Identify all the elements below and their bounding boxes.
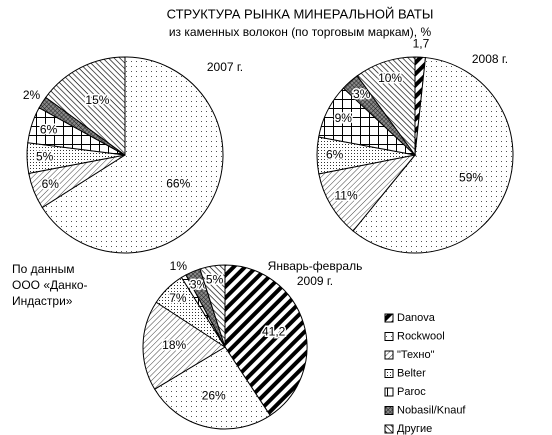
legend-swatch [384, 369, 394, 378]
pie-slice [352, 57, 514, 254]
data-label: 66% [166, 176, 190, 190]
data-label: 10% [378, 71, 402, 85]
data-label: 5% [36, 150, 54, 164]
data-label: 18% [162, 338, 186, 352]
data-label: 6% [326, 148, 344, 162]
data-label: 6% [40, 122, 58, 136]
pie-title: 2009 г. [297, 274, 333, 288]
pie-title: 2008 г. [472, 52, 508, 66]
chart-subtitle: из каменных волокон (по торговым маркам)… [169, 25, 432, 39]
legend-label: Nobasil/Knauf [397, 404, 466, 416]
legend-swatch [384, 406, 394, 415]
pie-title: Январь-февраль [268, 259, 363, 273]
legend-label: Paroc [397, 386, 426, 398]
pie-slice [153, 346, 271, 430]
data-label: 9% [335, 111, 353, 125]
data-label: 1,7 [413, 37, 430, 51]
pie-slice [142, 301, 226, 390]
legend-label: "Техно" [397, 349, 435, 361]
legend-label: Rockwool [397, 330, 445, 342]
source-note: По данным [12, 262, 74, 276]
data-label: 6% [42, 177, 60, 191]
pie-title: 2007 г. [207, 60, 243, 74]
chart-title: СТРУКТУРА РЫНКА МИНЕРАЛЬНОЙ ВАТЫ [167, 6, 434, 21]
data-label: 1% [170, 259, 188, 273]
data-label: 41,2 [262, 325, 286, 339]
pie-slice [318, 154, 417, 232]
legend-swatch [384, 350, 394, 360]
data-label: 11% [335, 189, 358, 203]
legend-swatch [384, 332, 394, 341]
legend-swatch [384, 313, 394, 323]
legend-label: Другие [397, 423, 432, 435]
data-label: 15% [85, 93, 109, 107]
source-note: ООО «Данко- [12, 278, 88, 292]
legend-label: Danova [397, 312, 436, 324]
pie-slice [356, 56, 416, 157]
data-label: 26% [202, 389, 226, 403]
pie-slice [45, 56, 126, 156]
data-label: 2% [23, 88, 41, 102]
legend-swatch [384, 424, 394, 434]
legend-label: Belter [397, 367, 426, 379]
source-note: Индастри» [12, 294, 73, 308]
data-label: 7% [169, 291, 187, 305]
pie-slice [41, 56, 224, 254]
legend-swatch [384, 387, 394, 397]
pie-slice [199, 264, 226, 348]
data-label: 59% [459, 171, 483, 185]
data-label: 5% [206, 273, 224, 287]
